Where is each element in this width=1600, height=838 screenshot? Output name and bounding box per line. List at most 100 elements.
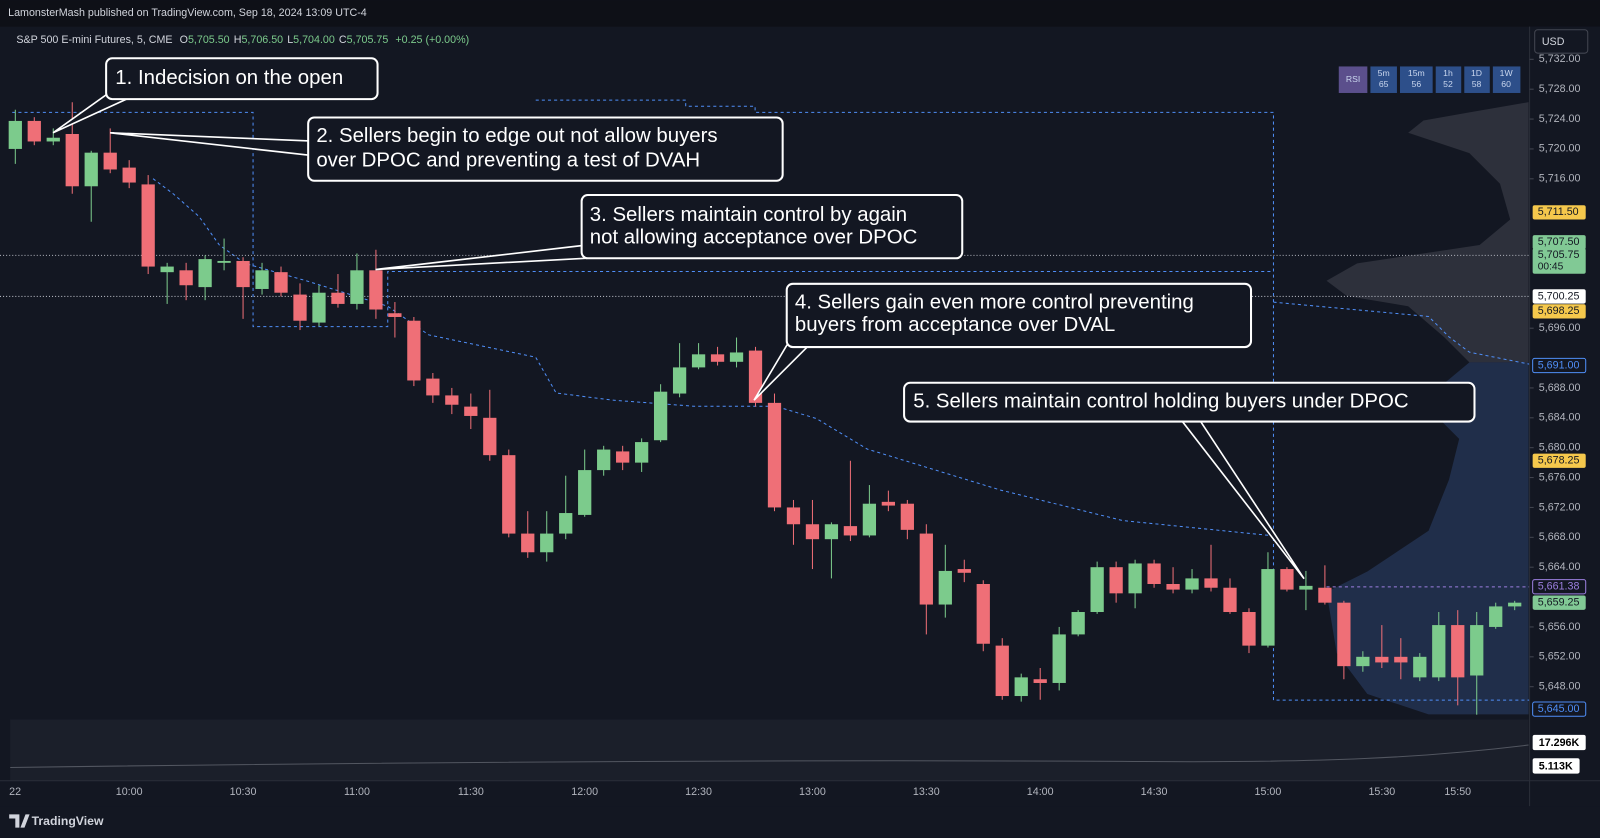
price-tag-label: 5,711.50 bbox=[1538, 206, 1579, 218]
x-tick-label: 11:30 bbox=[458, 786, 484, 798]
price-tag-label: 5,698.25 bbox=[1538, 305, 1580, 317]
candle-body bbox=[1204, 578, 1218, 588]
y-tick-label: 5,648.00 bbox=[1539, 681, 1581, 693]
y-axis: 5,732.00 5,728.00 5,724.00 5,720.00 5,716.00… bbox=[1529, 53, 1581, 693]
candle-body bbox=[1470, 625, 1484, 676]
candle-body bbox=[350, 270, 364, 304]
price-axis bbox=[1529, 26, 1600, 782]
candle-body bbox=[1166, 584, 1180, 590]
candle-body bbox=[691, 354, 706, 368]
candle-body bbox=[483, 417, 497, 456]
candle-body bbox=[1090, 567, 1104, 613]
y-tick-label: 5,680.00 bbox=[1539, 442, 1581, 454]
candle-body bbox=[748, 350, 763, 403]
candle-body bbox=[464, 406, 478, 416]
callout-box bbox=[580, 194, 964, 260]
volume-average bbox=[10, 744, 1529, 768]
indicator-label: RSI bbox=[1346, 74, 1360, 84]
candle-body bbox=[1261, 569, 1275, 646]
candle-body bbox=[1147, 563, 1161, 585]
candle-body bbox=[331, 292, 345, 304]
y-tick-label: 5,732.00 bbox=[1539, 53, 1581, 65]
candle-body bbox=[141, 184, 155, 267]
legend-key: C bbox=[339, 34, 347, 46]
price-tag-countdown: 00:45 bbox=[1538, 261, 1564, 272]
indicator-widgets: RSI 5m 65 15m 56 1h 52 1D 58 1W 60 bbox=[1338, 66, 1521, 93]
callout-text: 5. Sellers maintain control holding buye… bbox=[913, 391, 1408, 413]
annotations: 1. Indecision on the open 2. Sellers beg… bbox=[52, 57, 1476, 580]
price-tag-label: 5,705.75 bbox=[1538, 249, 1580, 261]
candle-body bbox=[710, 354, 725, 362]
indicator-value: 56 bbox=[1412, 79, 1422, 89]
x-tick-label: 15:50 bbox=[1444, 786, 1471, 798]
candle-body bbox=[1280, 569, 1294, 590]
candle-body bbox=[938, 570, 952, 605]
price-tag-label: 5,707.50 bbox=[1538, 236, 1580, 248]
candle-body bbox=[1033, 679, 1047, 683]
callout-box bbox=[307, 116, 784, 182]
candle-body bbox=[1185, 578, 1199, 590]
x-axis: 22 10:00 10:30 11:00 11:30 12:00 12:30 13:00 13:… bbox=[9, 786, 1471, 798]
indicator-box bbox=[1492, 66, 1521, 93]
candle-body bbox=[843, 526, 858, 536]
indicator-label: 15m bbox=[1408, 68, 1425, 78]
indicator-value: 65 bbox=[1379, 79, 1389, 89]
candle-body bbox=[1052, 634, 1066, 683]
candle-body bbox=[881, 501, 895, 506]
candle-body bbox=[957, 569, 971, 573]
candle-body bbox=[976, 584, 990, 644]
candle-body bbox=[179, 270, 193, 286]
legend-symbol: S&P 500 E-mini Futures, 5, CME bbox=[16, 34, 172, 46]
candle-body bbox=[1337, 602, 1351, 667]
candle-body bbox=[255, 270, 269, 289]
indicator-value: 52 bbox=[1443, 79, 1453, 89]
candle-body bbox=[1128, 563, 1142, 594]
candle-body bbox=[236, 260, 250, 288]
price-tag bbox=[1532, 289, 1586, 304]
candle-body bbox=[445, 395, 459, 405]
legend: S&P 500 E-mini Futures, 5, CME O5,705.50… bbox=[16, 34, 469, 46]
candle-body bbox=[1432, 625, 1446, 678]
legend-value: 5,705.75 bbox=[347, 34, 389, 46]
y-tick-label: 5,652.00 bbox=[1539, 651, 1581, 663]
candle-body bbox=[1318, 587, 1332, 603]
volume-label: 17.296K bbox=[1539, 737, 1580, 749]
price-tag-label: 5,659.25 bbox=[1538, 597, 1580, 609]
candle-body bbox=[65, 133, 79, 187]
callout-text: 1. Indecision on the open bbox=[115, 67, 343, 89]
callout-text: 4. Sellers gain even more control preven… bbox=[795, 292, 1194, 314]
x-tick-label: 11:00 bbox=[344, 786, 370, 798]
y-tick-label: 5,696.00 bbox=[1539, 322, 1581, 334]
indicator-box bbox=[1370, 66, 1397, 93]
y-tick-label: 5,668.00 bbox=[1539, 531, 1581, 543]
volume-tag bbox=[1532, 758, 1580, 774]
candle-body bbox=[198, 259, 212, 288]
candle-body bbox=[862, 503, 877, 536]
candle-body bbox=[160, 266, 174, 273]
footer bbox=[0, 806, 1600, 838]
candle-body bbox=[312, 292, 326, 323]
candle-body bbox=[786, 507, 801, 525]
indicator-value: 58 bbox=[1472, 79, 1482, 89]
indicator-box bbox=[1338, 66, 1368, 93]
candle-body bbox=[1394, 656, 1408, 663]
indicator-label: 1h bbox=[1443, 68, 1453, 78]
callout-text: buyers from acceptance over DVAL bbox=[795, 314, 1115, 336]
candle-body bbox=[521, 533, 535, 553]
x-tick-label: 12:30 bbox=[685, 786, 712, 798]
legend-ohlc: O5,705.50 H5,706.50 L5,704.00 C5,705.75 bbox=[180, 34, 389, 46]
price-tag-label: 5,645.00 bbox=[1538, 703, 1580, 715]
volume-pane bbox=[10, 719, 1529, 781]
x-tick-label: 10:30 bbox=[230, 786, 257, 798]
candle-body bbox=[1489, 606, 1503, 627]
y-tick-label: 5,656.00 bbox=[1539, 621, 1581, 633]
price-tag bbox=[1532, 701, 1587, 717]
price-tag-label: 5,700.25 bbox=[1538, 290, 1580, 302]
candle-body bbox=[46, 137, 60, 142]
price-tag bbox=[1532, 205, 1586, 220]
legend-change: +0.25 (+0.00%) bbox=[395, 34, 469, 46]
x-tick-label: 13:00 bbox=[799, 786, 826, 798]
legend-value: 5,705.50 bbox=[188, 34, 230, 46]
